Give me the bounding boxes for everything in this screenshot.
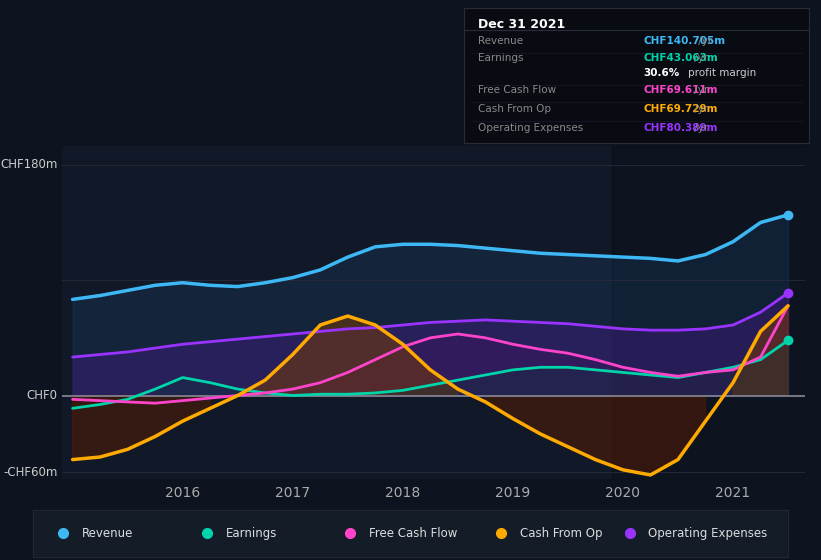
Text: CHF69.729m: CHF69.729m — [643, 104, 718, 114]
Text: 30.6%: 30.6% — [643, 68, 680, 78]
Text: Revenue: Revenue — [82, 527, 133, 540]
Text: Free Cash Flow: Free Cash Flow — [369, 527, 457, 540]
Text: CHF43.063m: CHF43.063m — [643, 53, 718, 63]
Text: /yr: /yr — [690, 104, 708, 114]
Text: Earnings: Earnings — [226, 527, 277, 540]
Text: Operating Expenses: Operating Expenses — [649, 527, 768, 540]
Text: CHF140.705m: CHF140.705m — [643, 36, 725, 46]
Text: Earnings: Earnings — [478, 53, 523, 63]
Text: /yr: /yr — [690, 53, 708, 63]
Text: profit margin: profit margin — [688, 68, 756, 78]
Text: Revenue: Revenue — [478, 36, 523, 46]
Text: CHF180m: CHF180m — [1, 158, 57, 171]
Text: Dec 31 2021: Dec 31 2021 — [478, 18, 565, 31]
Text: Cash From Op: Cash From Op — [478, 104, 551, 114]
Text: Free Cash Flow: Free Cash Flow — [478, 85, 556, 95]
Bar — [612, 146, 805, 479]
Text: /yr: /yr — [690, 85, 708, 95]
Text: CHF80.389m: CHF80.389m — [643, 123, 718, 133]
Text: /yr: /yr — [690, 123, 708, 133]
Text: /yr: /yr — [695, 36, 713, 46]
Text: -CHF60m: -CHF60m — [3, 466, 57, 479]
Text: CHF0: CHF0 — [27, 389, 57, 402]
Text: CHF69.611m: CHF69.611m — [643, 85, 718, 95]
Text: Operating Expenses: Operating Expenses — [478, 123, 583, 133]
Text: Cash From Op: Cash From Op — [520, 527, 603, 540]
